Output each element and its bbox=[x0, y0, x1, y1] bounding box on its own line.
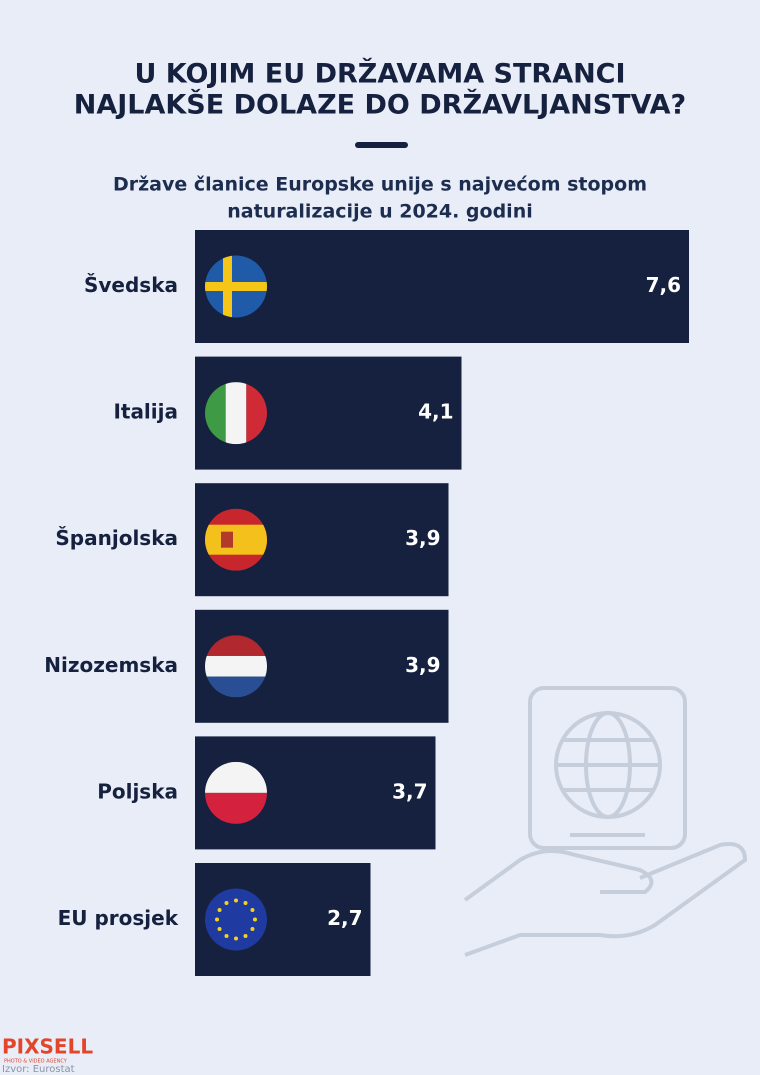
flag bbox=[205, 508, 267, 571]
category-label: Poljska bbox=[97, 779, 178, 803]
flag-part bbox=[205, 382, 226, 445]
flag bbox=[205, 888, 267, 951]
value-label: 2,7 bbox=[327, 906, 362, 930]
flag-part bbox=[205, 888, 267, 951]
category-label: Italija bbox=[113, 400, 178, 424]
source: Izvor: Eurostat bbox=[2, 1064, 75, 1075]
flag-part bbox=[205, 655, 267, 677]
flag-star bbox=[234, 936, 238, 941]
flag-star bbox=[250, 908, 255, 912]
subtitle: naturalizacije u 2024. godini bbox=[227, 201, 533, 223]
category-label: Španjolska bbox=[55, 526, 178, 550]
value-label: 4,1 bbox=[418, 400, 453, 424]
flag-star bbox=[217, 908, 222, 912]
value-label: 7,6 bbox=[646, 273, 681, 297]
flag-part bbox=[246, 382, 267, 445]
divider bbox=[355, 142, 408, 148]
logo: PIXSELL bbox=[2, 1035, 93, 1059]
value-label: 3,9 bbox=[405, 526, 440, 550]
flag bbox=[205, 635, 267, 698]
flag-star bbox=[250, 927, 255, 931]
flag bbox=[205, 255, 267, 318]
flag-part bbox=[225, 382, 247, 445]
flag bbox=[205, 761, 267, 824]
flag-star bbox=[224, 901, 229, 906]
bar bbox=[195, 230, 689, 343]
flag-star bbox=[243, 933, 248, 938]
chart-title: NAJLAKŠE DOLAZE DO DRŽAVLJANSTVA? bbox=[74, 89, 686, 121]
subtitle: Države članice Europske unije s najvećom… bbox=[113, 174, 647, 196]
flag-part bbox=[205, 676, 267, 698]
flag-star bbox=[234, 898, 238, 903]
flag-part bbox=[205, 635, 267, 656]
category-label: Švedska bbox=[84, 273, 178, 297]
flag-star bbox=[253, 917, 257, 922]
category-label: Nizozemska bbox=[44, 653, 178, 677]
flag-part bbox=[205, 282, 267, 291]
logo-tagline: PHOTO & VIDEO AGENCY bbox=[4, 1059, 68, 1065]
passport-illustration bbox=[463, 686, 748, 957]
flag-part bbox=[205, 524, 267, 555]
flag-star bbox=[224, 933, 229, 938]
value-label: 3,7 bbox=[392, 779, 427, 803]
value-label: 3,9 bbox=[405, 653, 440, 677]
flag bbox=[205, 382, 267, 445]
chart-title: U KOJIM EU DRŽAVAMA STRANCI bbox=[134, 58, 625, 90]
flag-part bbox=[221, 531, 233, 548]
flag-star bbox=[217, 927, 222, 931]
flag-star bbox=[215, 917, 219, 922]
category-label: EU prosjek bbox=[58, 906, 179, 930]
flag-star bbox=[243, 901, 248, 906]
